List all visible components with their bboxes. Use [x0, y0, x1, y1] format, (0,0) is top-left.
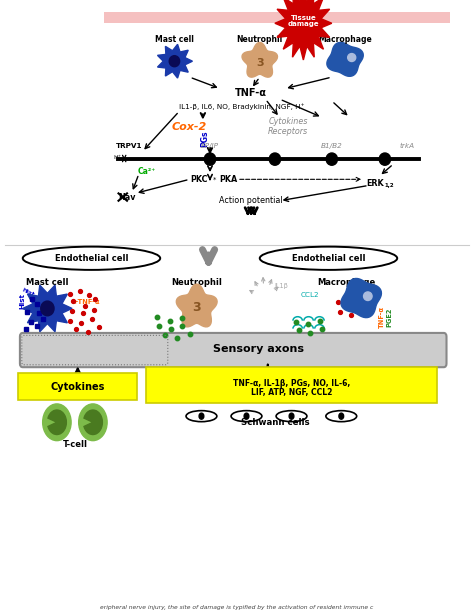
Polygon shape	[23, 285, 72, 332]
Text: +TNF-α: +TNF-α	[73, 299, 100, 305]
Ellipse shape	[379, 153, 391, 165]
Polygon shape	[242, 42, 277, 77]
Polygon shape	[327, 42, 363, 76]
Text: Hist: Hist	[21, 288, 36, 297]
Ellipse shape	[347, 54, 356, 61]
Ellipse shape	[169, 56, 180, 67]
Text: Macrophage: Macrophage	[317, 278, 375, 287]
Text: LIF, ATP, NGF, CCL2: LIF, ATP, NGF, CCL2	[251, 389, 332, 397]
Text: Mast cell: Mast cell	[26, 278, 69, 287]
Polygon shape	[176, 284, 217, 327]
Text: IL1β: IL1β	[274, 283, 288, 289]
Text: T-cell: T-cell	[63, 440, 87, 449]
Text: 3: 3	[256, 58, 264, 68]
Text: Hist: Hist	[19, 293, 25, 309]
Text: Macrophage: Macrophage	[318, 35, 372, 44]
FancyBboxPatch shape	[18, 373, 137, 400]
Ellipse shape	[269, 153, 281, 165]
Text: Endothelial cell: Endothelial cell	[292, 254, 365, 263]
Text: 3: 3	[192, 301, 201, 315]
Text: TNF-α: TNF-α	[379, 306, 385, 328]
Text: IL1-β, IL6, NO, Bradykinin, NGF, H⁺: IL1-β, IL6, NO, Bradykinin, NGF, H⁺	[179, 103, 304, 110]
Text: PGs: PGs	[201, 130, 209, 146]
Text: Mast cell: Mast cell	[155, 35, 194, 44]
Text: Neutrophil: Neutrophil	[237, 35, 283, 44]
Text: PKC: PKC	[191, 175, 208, 184]
FancyBboxPatch shape	[146, 367, 437, 403]
Ellipse shape	[326, 153, 337, 165]
Ellipse shape	[364, 292, 372, 300]
Text: EP/IP: EP/IP	[201, 143, 219, 149]
Ellipse shape	[339, 413, 344, 419]
Text: Neutrophil: Neutrophil	[171, 278, 222, 287]
Text: Cytokines
Receptors: Cytokines Receptors	[268, 117, 308, 136]
Text: Tissue
damage: Tissue damage	[288, 15, 319, 27]
Text: Endothelial cell: Endothelial cell	[55, 254, 128, 263]
Text: eripheral nerve injury, the site of damage is typified by the activation of resi: eripheral nerve injury, the site of dama…	[100, 605, 374, 610]
Circle shape	[43, 404, 71, 441]
FancyBboxPatch shape	[104, 12, 450, 23]
Text: PGE2: PGE2	[387, 307, 392, 327]
FancyBboxPatch shape	[20, 333, 447, 367]
Text: Cox-2: Cox-2	[172, 122, 207, 132]
Wedge shape	[84, 410, 102, 435]
Text: B1/B2: B1/B2	[321, 143, 343, 149]
Ellipse shape	[199, 413, 204, 419]
Polygon shape	[275, 0, 332, 60]
Ellipse shape	[41, 301, 54, 316]
Text: Action potential: Action potential	[219, 196, 283, 205]
Text: *: *	[213, 176, 217, 182]
Text: PGE2: PGE2	[173, 337, 195, 345]
Ellipse shape	[204, 153, 216, 165]
Text: Sensory axons: Sensory axons	[213, 345, 304, 354]
Text: H⁺: H⁺	[113, 155, 121, 160]
Ellipse shape	[244, 413, 249, 419]
Text: Cytokines: Cytokines	[51, 382, 105, 392]
Wedge shape	[48, 410, 66, 435]
Text: TNF-α, IL-1β, PGs, NO, IL-6,: TNF-α, IL-1β, PGs, NO, IL-6,	[233, 379, 350, 387]
Text: Schwann cells: Schwann cells	[241, 418, 309, 427]
Text: 1,2: 1,2	[384, 183, 393, 188]
Text: TNF-α: TNF-α	[235, 88, 267, 98]
Text: CCL2: CCL2	[301, 292, 319, 298]
Text: Nav: Nav	[118, 193, 136, 201]
Text: TRPV1: TRPV1	[116, 143, 142, 149]
Polygon shape	[157, 44, 192, 78]
Circle shape	[79, 404, 107, 441]
Text: Ca²⁺: Ca²⁺	[138, 167, 156, 176]
Polygon shape	[341, 278, 382, 318]
Ellipse shape	[289, 413, 294, 419]
Text: trkA: trkA	[399, 143, 414, 149]
Text: PKA: PKA	[219, 175, 237, 184]
Text: ERK: ERK	[366, 179, 383, 188]
